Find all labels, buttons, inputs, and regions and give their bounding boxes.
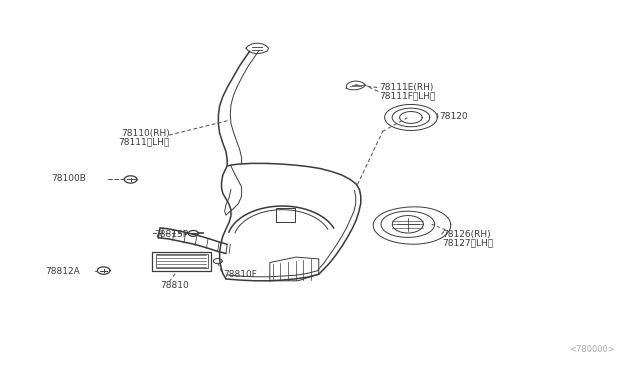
Text: 78812A: 78812A [45, 267, 80, 276]
Text: 78110(RH): 78110(RH) [121, 129, 170, 138]
Text: <780000>: <780000> [569, 346, 615, 355]
Text: 78120: 78120 [439, 112, 468, 121]
Text: 78815P: 78815P [154, 230, 188, 238]
Text: 78810F: 78810F [223, 270, 257, 279]
Text: 78126(RH): 78126(RH) [442, 230, 491, 238]
Text: 78111E(RH): 78111E(RH) [380, 83, 434, 92]
Bar [156, 254, 208, 268]
Text: 78111〈LH〉: 78111〈LH〉 [118, 138, 170, 147]
Text: 78810: 78810 [160, 280, 189, 290]
Text: 78100B: 78100B [52, 174, 86, 183]
Bar [152, 251, 211, 270]
Text: 78127〈LH〉: 78127〈LH〉 [442, 238, 493, 247]
Text: 78111F〈LH〉: 78111F〈LH〉 [380, 91, 436, 100]
